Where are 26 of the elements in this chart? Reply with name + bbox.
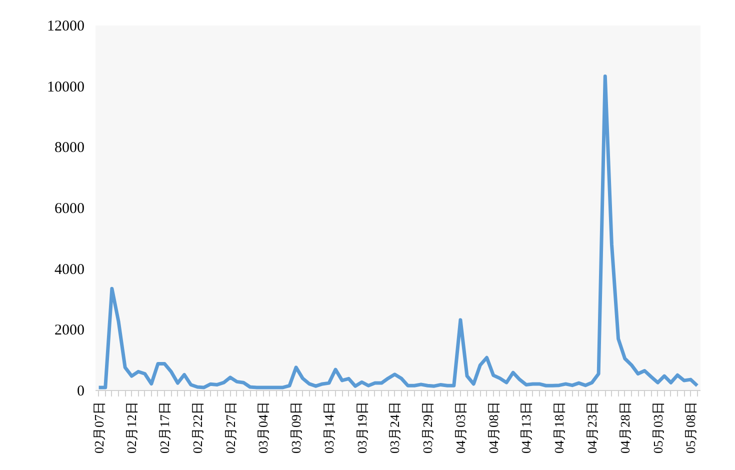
x-tick-label: 04月08日 [486,402,501,454]
x-tick-label: 04月18日 [552,402,567,454]
x-tick-label: 03月14日 [321,402,336,454]
y-tick-label: 0 [77,384,84,400]
x-tick-label: 02月17日 [157,402,172,454]
y-tick-label: 10000 [47,79,84,96]
x-tick-label: 03月04日 [256,402,271,454]
y-tick-label: 12000 [47,18,84,34]
y-tick-label: 6000 [54,201,84,217]
x-tick-label: 04月23日 [584,402,600,454]
x-tick-label: 02月12日 [124,402,140,454]
x-tick-label: 02月27日 [222,402,238,454]
x-tick-label: 02月07日 [91,402,106,454]
y-tick-label: 8000 [54,140,84,156]
x-tick-label: 03月19日 [354,402,370,454]
x-tick-label: 05月03日 [650,402,666,454]
x-tick-label: 05月08日 [683,402,698,454]
x-tick-label: 04月03日 [452,402,468,454]
y-tick-label: 2000 [54,322,84,339]
x-tick-label: 03月24日 [387,402,402,454]
x-tick-label: 02月22日 [190,402,205,454]
y-tick-label: 4000 [54,262,84,278]
x-tick-label: 03月09日 [288,402,304,454]
x-tick-label: 04月13日 [518,402,534,454]
x-tick-label: 03月29日 [420,402,436,454]
x-tick-label: 04月28日 [617,402,632,454]
